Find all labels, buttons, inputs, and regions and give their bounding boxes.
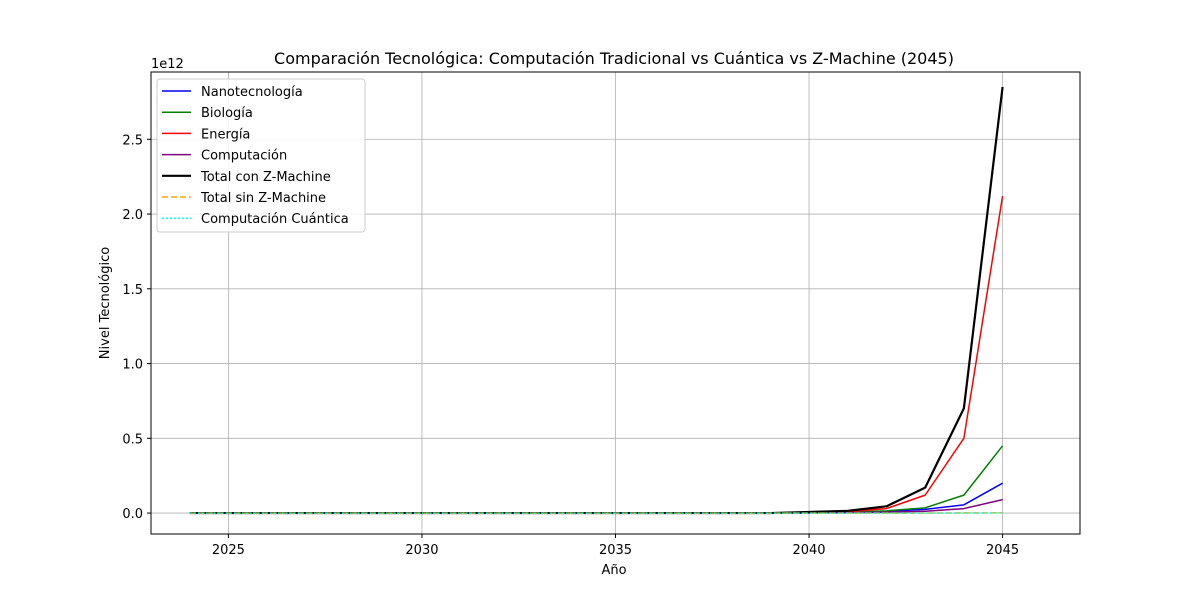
legend-label: Total con Z-Machine [200, 170, 331, 185]
legend-box [156, 78, 366, 233]
y-offset-label: 1e12 [151, 57, 184, 72]
legend-label: Nanotecnología [201, 85, 303, 100]
y-tick-label: 0.5 [122, 432, 143, 447]
chart-title: Comparación Tecnológica: Computación Tra… [274, 49, 954, 68]
x-tick-label: 2035 [599, 543, 632, 558]
legend-label: Computación Cuántica [201, 212, 349, 227]
y-tick-label: 1.5 [122, 283, 143, 298]
legend-label: Biología [201, 106, 253, 121]
legend-label: Total sin Z-Machine [200, 191, 326, 206]
y-tick-label: 0.0 [122, 507, 143, 522]
legend-label: Energía [201, 127, 250, 142]
y-tick-label: 2.5 [122, 133, 143, 148]
legend-label: Computación [201, 149, 287, 164]
series-line-energia [189, 195, 1004, 514]
x-tick-label: 2030 [405, 543, 438, 558]
x-tick-label: 2040 [792, 543, 825, 558]
legend: Nanotecnología Biología Energía Computación… [156, 78, 366, 233]
x-axis-label: Año [601, 563, 626, 578]
x-tick-label: 2025 [212, 543, 245, 558]
series-layer [189, 86, 1004, 515]
y-tick-label: 2.0 [122, 208, 143, 223]
y-tick-label: 1.0 [122, 358, 143, 373]
x-tick-label: 2045 [986, 543, 1019, 558]
tick-layer: 2025 2030 2035 2040 2045 0.0 0.5 1.0 1.5 2.0 2.5 [122, 133, 1019, 558]
series-line-biologia [189, 445, 1004, 514]
y-axis-label: Nivel Tecnológico [98, 247, 113, 359]
